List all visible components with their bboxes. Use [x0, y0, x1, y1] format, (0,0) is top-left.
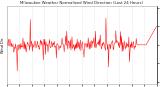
Title: Milwaukee Weather Normalized Wind Direction (Last 24 Hours): Milwaukee Weather Normalized Wind Direct…: [20, 1, 143, 5]
Y-axis label: Wind Dir.: Wind Dir.: [1, 37, 5, 53]
